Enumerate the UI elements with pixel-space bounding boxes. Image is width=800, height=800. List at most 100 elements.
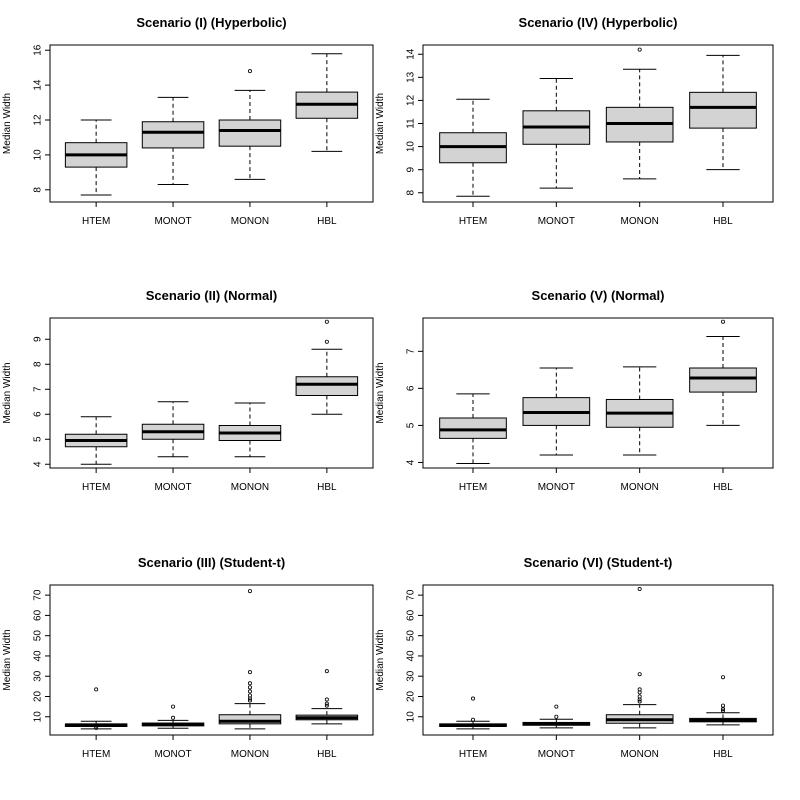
x-tick-label: MONON <box>620 216 658 227</box>
box-monon <box>605 587 674 729</box>
outlier-point <box>324 697 329 702</box>
chart-panel-1: Scenario (I) (Hyperbolic) Median Width 8 10… <box>2 15 374 227</box>
x-tick-label: MONOT <box>538 482 575 493</box>
y-tick-label: 11 <box>406 118 417 129</box>
plot-frame <box>422 317 774 469</box>
x-tick-label: HBL <box>317 749 337 760</box>
y-tick-label: 70 <box>33 589 44 601</box>
y-tick-label: 8 <box>406 190 417 196</box>
y-axis-label: Median Width <box>375 629 386 690</box>
box-monon <box>218 402 282 458</box>
y-tick-label: 30 <box>406 670 417 682</box>
iqr-box <box>218 714 282 725</box>
y-tick-label: 40 <box>33 650 44 662</box>
iqr-box <box>439 417 507 439</box>
outlier-point <box>247 685 252 690</box>
outlier-point <box>637 699 642 704</box>
box-monon <box>218 589 282 730</box>
y-tick-label: 50 <box>406 630 417 642</box>
x-tick-label: MONOT <box>154 482 191 493</box>
iqr-box <box>218 119 282 147</box>
y-tick-label: 6 <box>406 385 417 391</box>
y-tick-label: 70 <box>406 589 417 601</box>
outlier-point <box>94 687 99 692</box>
outlier-point <box>247 681 252 686</box>
box-htem <box>439 393 507 465</box>
y-tick-label: 6 <box>33 411 44 417</box>
y-tick-label: 10 <box>33 711 44 723</box>
x-tick-label: HBL <box>713 482 733 493</box>
box-htem <box>64 119 128 196</box>
y-axis-label: Median Width <box>375 93 386 154</box>
plot-frame <box>49 584 374 736</box>
plot-frame <box>49 44 374 203</box>
x-tick-label: MONOT <box>538 749 575 760</box>
outlier-point <box>470 696 475 701</box>
y-tick-label: 10 <box>406 141 417 153</box>
outlier-point <box>247 589 252 594</box>
outlier-point <box>721 708 726 713</box>
x-tick-label: HBL <box>713 216 733 227</box>
plot-frame <box>49 317 374 469</box>
box-monot <box>141 96 205 186</box>
outlier-point <box>637 672 642 677</box>
x-tick-label: HTEM <box>82 216 110 227</box>
iqr-box <box>141 121 205 149</box>
y-tick-label: 4 <box>33 461 44 467</box>
x-tick-label: HBL <box>713 749 733 760</box>
x-tick-label: HTEM <box>459 216 487 227</box>
y-tick-label: 5 <box>406 422 417 428</box>
outlier-point <box>324 319 329 324</box>
outlier-point <box>324 703 329 708</box>
box-monot <box>141 401 205 458</box>
y-tick-label: 16 <box>33 44 44 56</box>
y-tick-label: 10 <box>33 149 44 161</box>
x-tick-label: HTEM <box>82 482 110 493</box>
iqr-box <box>689 91 757 129</box>
box-monon <box>605 47 674 180</box>
y-tick-label: 10 <box>406 711 417 723</box>
box-hbl <box>295 319 359 415</box>
box-htem <box>64 416 128 465</box>
box-hbl <box>689 319 757 426</box>
outlier-point <box>247 689 252 694</box>
outlier-point <box>637 47 642 52</box>
outlier-point <box>721 319 726 324</box>
x-tick-label: MONOT <box>154 216 191 227</box>
x-tick-label: MONOT <box>538 216 575 227</box>
box-htem <box>64 687 128 730</box>
iqr-box <box>295 376 359 396</box>
y-tick-label: 40 <box>406 650 417 662</box>
outlier-point <box>324 701 329 706</box>
chart-title: Scenario (IV) (Hyperbolic) <box>519 15 678 30</box>
x-tick-label: MONON <box>231 749 269 760</box>
x-tick-label: HTEM <box>82 749 110 760</box>
outlier-point <box>721 707 726 712</box>
outlier-point <box>94 725 99 730</box>
box-hbl <box>689 675 757 726</box>
y-tick-label: 4 <box>406 459 417 465</box>
y-tick-label: 60 <box>33 609 44 621</box>
outlier-point <box>247 696 252 701</box>
outlier-point <box>324 339 329 344</box>
y-tick-label: 7 <box>33 386 44 392</box>
y-tick-label: 5 <box>33 436 44 442</box>
box-hbl <box>295 53 359 152</box>
plot-frame <box>422 584 774 736</box>
chart-title: Scenario (III) (Student-t) <box>138 555 285 570</box>
outlier-point <box>470 717 475 722</box>
y-axis-label: Median Width <box>2 362 13 423</box>
chart-panel-6: Scenario (VI) (Student-t) Median Width 10 2… <box>375 555 774 760</box>
outlier-point <box>721 675 726 680</box>
chart-panel-2: Scenario (IV) (Hyperbolic) Median Width 8 9… <box>375 15 774 227</box>
y-tick-label: 60 <box>406 609 417 621</box>
box-monon <box>218 69 282 180</box>
y-tick-label: 8 <box>33 361 44 367</box>
box-hbl <box>295 669 359 725</box>
y-tick-label: 12 <box>406 94 417 106</box>
y-axis-label: Median Width <box>375 362 386 423</box>
box-htem <box>439 98 507 197</box>
iqr-box <box>689 367 757 393</box>
chart-title: Scenario (I) (Hyperbolic) <box>136 15 286 30</box>
